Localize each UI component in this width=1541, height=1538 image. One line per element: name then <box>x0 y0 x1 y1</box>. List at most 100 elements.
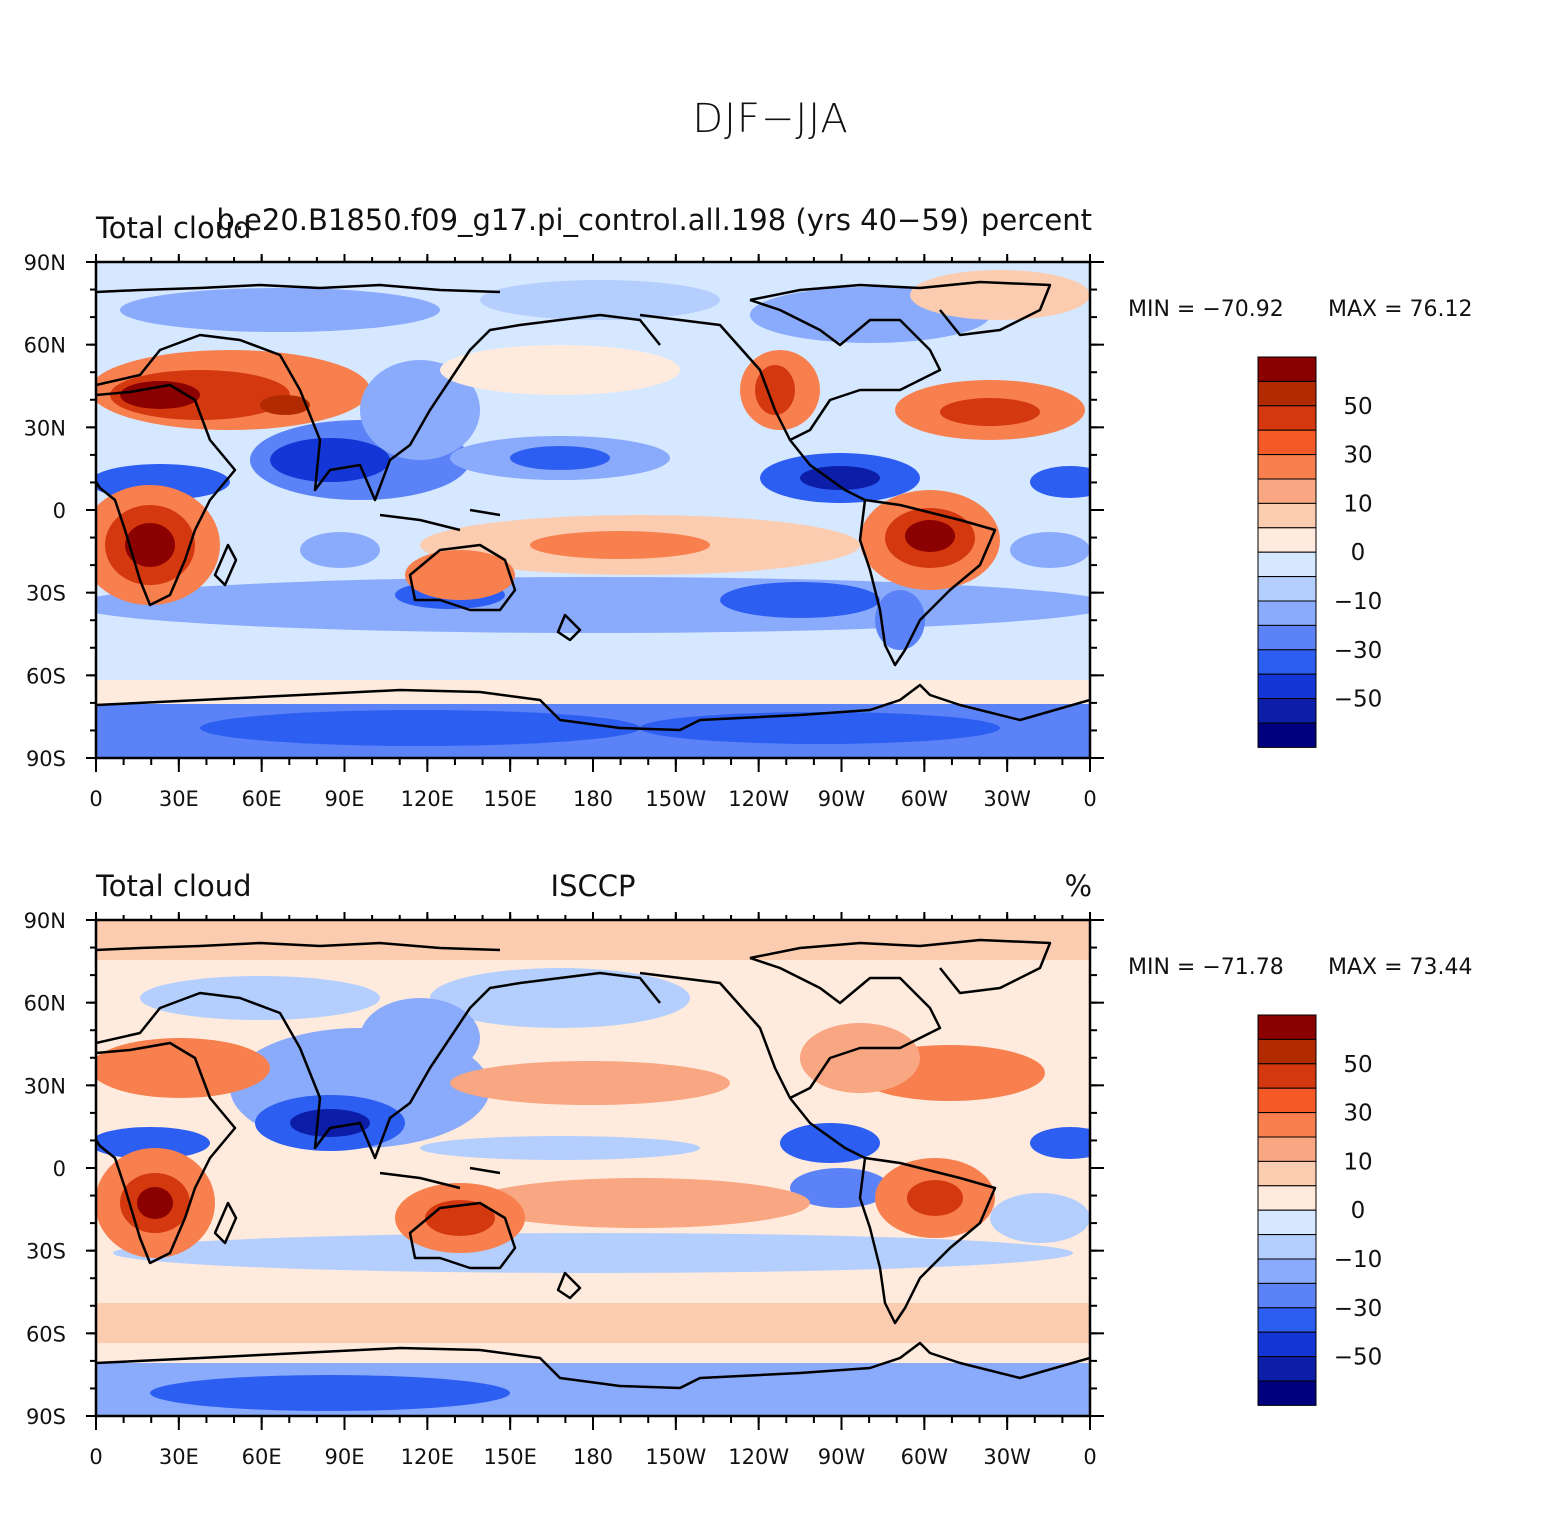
colorbar-box <box>1257 356 1317 382</box>
lon-tick-label: 150E <box>483 787 536 811</box>
lat-tick-label: 60S <box>26 664 66 688</box>
colorbar-box <box>1257 1185 1317 1211</box>
lat-tick-label: 0 <box>53 499 66 523</box>
colorbar-label: −10 <box>1334 589 1383 615</box>
colorbar-box <box>1257 478 1317 504</box>
lat-tick-label: 0 <box>53 1157 66 1181</box>
colorbar-box <box>1257 380 1317 407</box>
lon-tick-label: 0 <box>1083 787 1096 811</box>
contour-field <box>96 262 1090 758</box>
colorbar-box <box>1257 624 1317 651</box>
colorbar-box <box>1257 698 1317 724</box>
colorbar-box <box>1257 673 1317 700</box>
colorbar-label: 30 <box>1343 1101 1372 1127</box>
contour-field <box>96 920 1090 1416</box>
colorbar-box <box>1257 454 1317 480</box>
lat-tick-label: 90S <box>26 1405 66 1429</box>
colorbar-box <box>1257 551 1317 578</box>
lon-tick-label: 90W <box>818 1445 866 1469</box>
lon-tick-label: 120E <box>401 787 454 811</box>
lon-tick-label: 60W <box>901 787 949 811</box>
axis-ticks <box>86 912 1104 1430</box>
longitude-labels: 0 30E 60E 90E 120E 150E 180 150W 120W 90W 60W 30W 0 <box>89 787 1096 811</box>
colorbar-box <box>1257 527 1317 553</box>
coastlines <box>96 280 1090 732</box>
lon-tick-label: 150W <box>645 787 706 811</box>
min-value: MIN = −70.92 <box>1128 297 1284 322</box>
colorbar-box <box>1257 405 1317 431</box>
lon-tick-label: 0 <box>1083 1445 1096 1469</box>
lat-tick-label: 60S <box>26 1322 66 1346</box>
lon-tick-label: 120E <box>401 1445 454 1469</box>
colorbar-box <box>1257 1356 1317 1382</box>
lat-tick-label: 60N <box>24 992 66 1016</box>
colorbar-label: 0 <box>1351 1198 1366 1224</box>
lon-tick-label: 120W <box>728 1445 789 1469</box>
lon-tick-label: 60W <box>901 1445 949 1469</box>
lat-tick-label: 30N <box>24 416 66 440</box>
colorbar-label: 10 <box>1343 491 1372 517</box>
lon-tick-label: 0 <box>89 1445 102 1469</box>
lat-tick-label: 90S <box>26 747 66 771</box>
colorbar-box <box>1257 1282 1317 1309</box>
colorbar-box <box>1257 429 1317 456</box>
colorbar-box <box>1257 1136 1317 1162</box>
colorbar-label: 10 <box>1343 1149 1372 1175</box>
colorbar-label: 50 <box>1343 1052 1372 1078</box>
lon-tick-label: 30E <box>159 1445 199 1469</box>
colorbar-label: 30 <box>1343 443 1372 469</box>
colorbar: 50 30 10 0 −10 −30 −50 <box>1257 356 1383 748</box>
lon-tick-label: 60E <box>242 1445 282 1469</box>
colorbar-box <box>1257 1087 1317 1114</box>
colorbar-box <box>1257 1014 1317 1040</box>
lon-tick-label: 180 <box>573 1445 613 1469</box>
colorbar-box <box>1257 1063 1317 1089</box>
colorbar-box <box>1257 1038 1317 1065</box>
latitude-labels: 90N 60N 30N 0 30S 60S 90S <box>24 251 66 771</box>
colorbar-box <box>1257 576 1317 602</box>
colorbar-label: −50 <box>1334 687 1383 713</box>
lon-tick-label: 150W <box>645 1445 706 1469</box>
lat-tick-label: 30S <box>26 582 66 606</box>
colorbar-box <box>1257 1380 1317 1406</box>
map-panel-isccp: Total cloud ISCCP % <box>24 869 1473 1469</box>
lon-tick-label: 180 <box>573 787 613 811</box>
lat-tick-label: 30S <box>26 1240 66 1264</box>
colorbar-box <box>1257 1209 1317 1236</box>
lon-tick-label: 0 <box>89 787 102 811</box>
lon-tick-label: 150E <box>483 1445 536 1469</box>
colorbar-box <box>1257 600 1317 626</box>
max-value: MAX = 76.12 <box>1328 297 1473 322</box>
lat-tick-label: 60N <box>24 334 66 358</box>
panel-right-label: % <box>1064 869 1092 903</box>
lon-tick-label: 120W <box>728 787 789 811</box>
colorbar-box <box>1257 1307 1317 1333</box>
lon-tick-label: 90E <box>325 787 365 811</box>
colorbar-box <box>1257 1160 1317 1187</box>
colorbar-box <box>1257 502 1317 529</box>
longitude-labels: 0 30E 60E 90E 120E 150E 180 150W 120W 90W 60W 30W 0 <box>89 1445 1096 1469</box>
max-value: MAX = 73.44 <box>1328 955 1473 980</box>
colorbar-label: 0 <box>1351 540 1366 566</box>
colorbar-label: −30 <box>1334 638 1383 664</box>
colorbar-box <box>1257 1331 1317 1358</box>
colorbar-label: −10 <box>1334 1247 1383 1273</box>
colorbar-box <box>1257 1234 1317 1260</box>
lon-tick-label: 90E <box>325 1445 365 1469</box>
panel-center-label: b.e20.B1850.f09_g17.pi_control.all.198 (… <box>216 203 969 237</box>
lat-tick-label: 30N <box>24 1074 66 1098</box>
colorbar: 50 30 10 0 −10 −30 −50 <box>1257 1014 1383 1406</box>
colorbar-box <box>1257 722 1317 748</box>
colorbar-box <box>1257 1112 1317 1138</box>
lon-tick-label: 30W <box>983 1445 1031 1469</box>
colorbar-label: −30 <box>1334 1296 1383 1322</box>
panel-left-label: Total cloud <box>95 869 251 903</box>
map-panel-model: Total cloud b.e20.B1850.f09_g17.pi_contr… <box>24 203 1473 811</box>
panel-center-label: ISCCP <box>551 869 636 903</box>
lon-tick-label: 30E <box>159 787 199 811</box>
lon-tick-label: 30W <box>983 787 1031 811</box>
colorbar-label: 50 <box>1343 394 1372 420</box>
panel-left-label: Total cloud <box>95 211 251 245</box>
lat-tick-label: 90N <box>24 251 66 275</box>
lon-tick-label: 90W <box>818 787 866 811</box>
